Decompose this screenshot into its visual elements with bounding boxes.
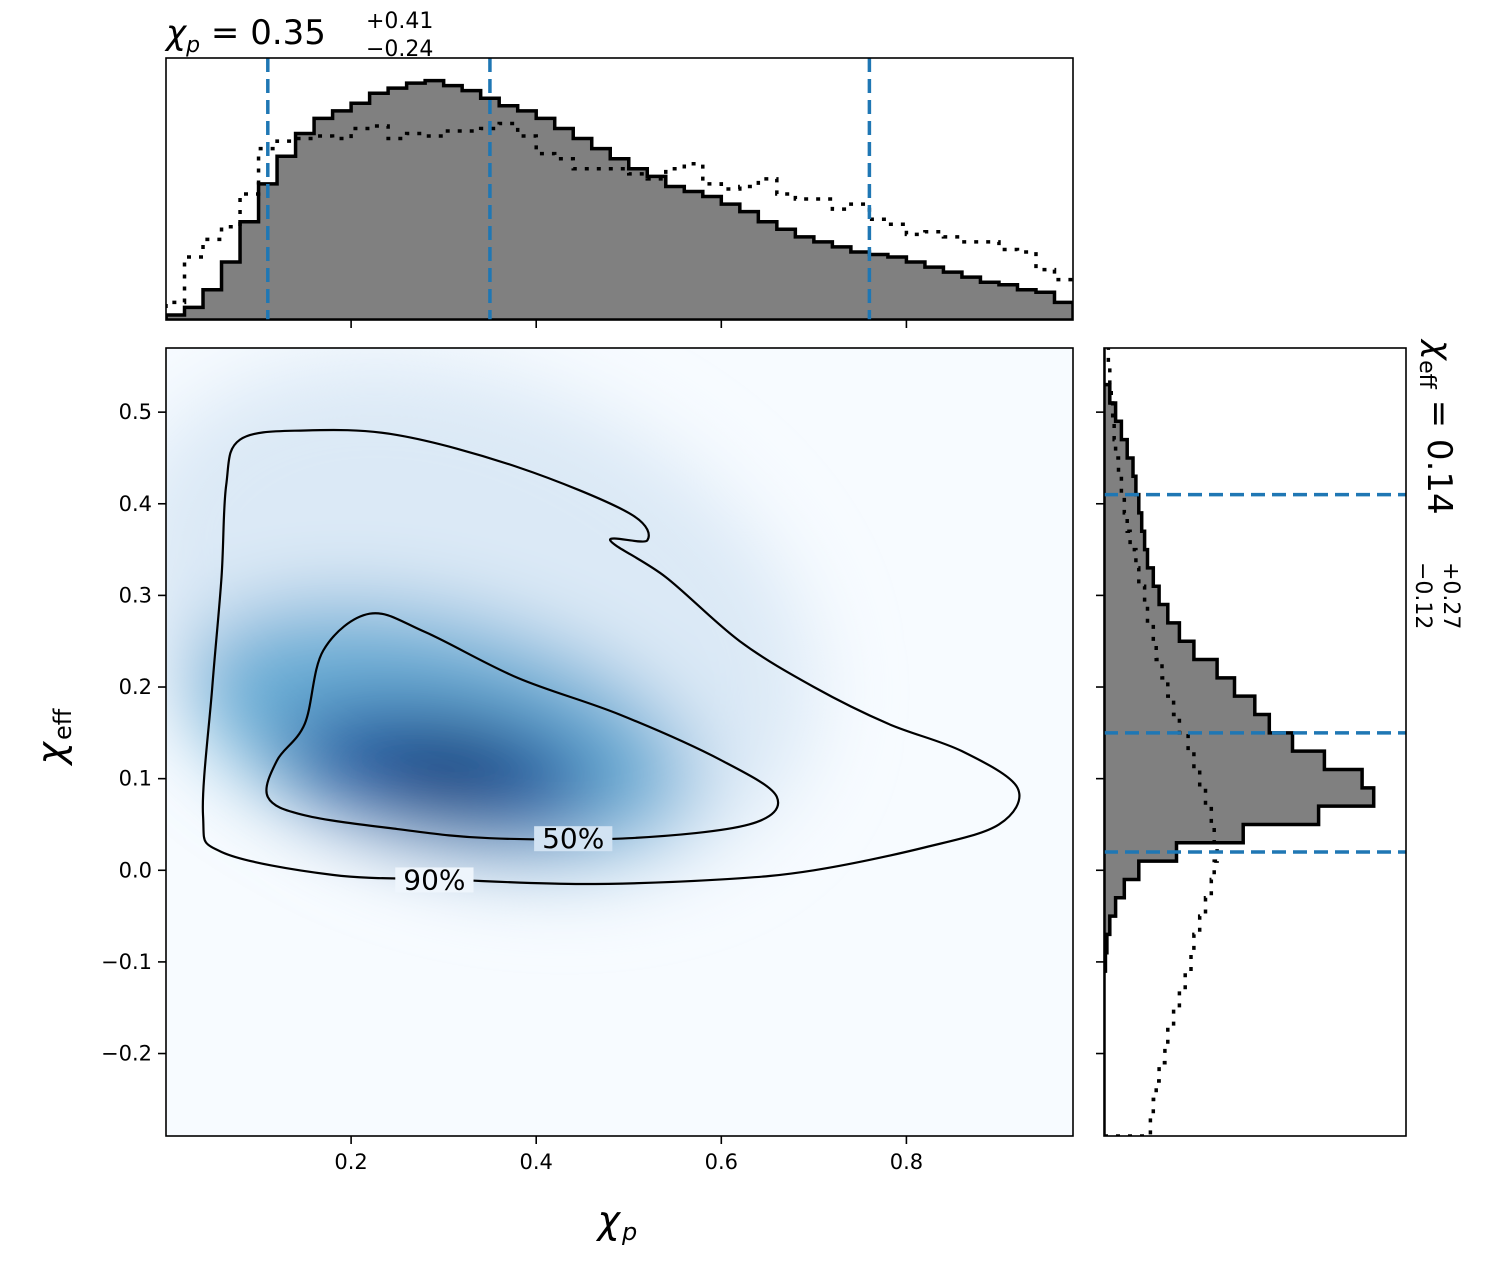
top-marginal-panel: χp = 0.35 +0.41 −0.24 (164, 9, 1074, 328)
right-y-ticks (1096, 411, 1104, 1055)
contour-labels: 50% 90% (395, 822, 613, 896)
contour-lines (201, 428, 1021, 886)
joint-frame (165, 347, 1074, 1137)
right-title-group: χeff = 0.14 +0.27 −0.12 (1410, 338, 1463, 629)
top-title: χp = 0.35 (164, 13, 326, 58)
right-title: χeff = 0.14 (1414, 338, 1459, 515)
top-x-ticks (350, 320, 908, 328)
contour-label-bg (534, 826, 613, 852)
y-tick-label: −0.1 (101, 950, 152, 974)
joint-panel: 50% 90% 0.2 0.4 0.6 0.8 −0.2 −0.1 0.0 0.1 0.2 0.3… (29, 347, 1074, 1246)
x-tick-label: 0.6 (705, 1150, 738, 1174)
top-title-subscript: −0.24 (366, 37, 433, 62)
y-tick-label: 0.5 (119, 400, 152, 424)
right-frame (1103, 347, 1407, 1137)
contour-50pct (265, 612, 780, 841)
density-core (380, 742, 520, 798)
x-tick-label: 0.4 (520, 1150, 553, 1174)
right-hist-filled (1104, 348, 1376, 1136)
contour-label-bg (395, 867, 474, 893)
y-axis-label-group: χ eff (29, 708, 77, 766)
right-title-sup: +0.27 (1438, 562, 1463, 629)
x-axis-label-sub: p (621, 1218, 637, 1246)
top-title-sup: +0.41 (366, 9, 433, 34)
contour-label: 90% (403, 863, 465, 896)
y-tick-label: −0.2 (101, 1042, 152, 1066)
y-tick-label: 0.1 (119, 767, 152, 791)
y-tick-label: 0.3 (119, 583, 152, 607)
top-frame (165, 57, 1074, 321)
right-title-subscript: −0.12 (1410, 562, 1435, 629)
joint-x-ticks: 0.2 0.4 0.6 0.8 (334, 1136, 923, 1174)
density-heatmap (166, 359, 816, 881)
right-quantile-lines (1104, 492, 1406, 854)
x-axis-label: χ (596, 1198, 622, 1242)
top-hist-filled (166, 78, 1073, 320)
y-tick-label: 0.2 (119, 675, 152, 699)
contour-label: 50% (542, 822, 604, 855)
y-axis-label: χ (29, 741, 73, 767)
top-quantile-lines (266, 58, 872, 320)
y-tick-label: 0.0 (119, 858, 152, 882)
y-axis-label-sub: eff (49, 708, 77, 740)
x-tick-label: 0.2 (334, 1150, 367, 1174)
x-tick-label: 0.8 (890, 1150, 923, 1174)
contour-90pct (201, 428, 1021, 886)
y-tick-label: 0.4 (119, 492, 152, 516)
top-hist-dotted (166, 121, 1073, 320)
joint-y-ticks: −0.2 −0.1 0.0 0.1 0.2 0.3 0.4 0.5 (101, 400, 166, 1066)
right-marginal-panel: χeff = 0.14 +0.27 −0.12 (1096, 338, 1463, 1137)
